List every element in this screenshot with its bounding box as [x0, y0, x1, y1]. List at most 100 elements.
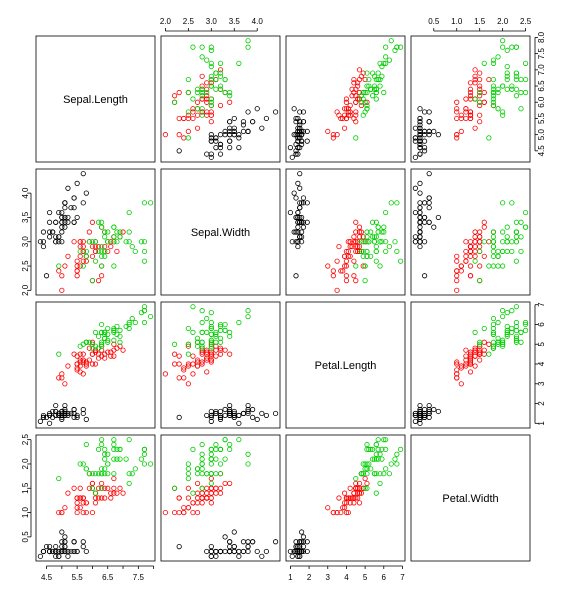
- data-point: [417, 234, 423, 240]
- data-point: [208, 351, 214, 357]
- data-point: [472, 125, 478, 131]
- data-point: [353, 135, 359, 141]
- data-point: [99, 471, 105, 477]
- data-point: [300, 544, 307, 550]
- data-point: [500, 112, 506, 118]
- data-point: [62, 263, 68, 269]
- data-point: [89, 480, 96, 487]
- data-point: [349, 495, 355, 501]
- data-point: [351, 495, 357, 501]
- panel-sepal-length-vs-petal-length: [285, 35, 406, 163]
- data-point: [62, 402, 68, 409]
- data-point: [379, 73, 385, 79]
- data-point: [500, 337, 506, 343]
- data-point: [287, 145, 294, 151]
- data-point: [171, 485, 178, 491]
- data-point: [347, 500, 353, 506]
- tick-label: 2.5: [21, 260, 30, 272]
- data-point: [217, 132, 224, 138]
- data-point: [217, 151, 224, 157]
- tick-label: 2.0: [497, 17, 509, 26]
- data-point: [522, 224, 529, 230]
- data-point: [194, 500, 201, 506]
- data-point: [383, 54, 389, 60]
- data-point: [392, 239, 398, 245]
- data-point: [59, 209, 65, 216]
- data-point: [394, 451, 400, 457]
- data-point: [132, 319, 138, 326]
- data-point: [435, 408, 441, 415]
- data-point: [417, 406, 423, 413]
- data-point: [56, 548, 62, 555]
- data-point: [477, 83, 483, 89]
- data-point: [43, 273, 50, 279]
- data-point: [495, 106, 501, 112]
- data-point: [59, 412, 65, 419]
- data-point: [231, 408, 237, 415]
- data-point: [454, 273, 460, 279]
- data-point: [299, 200, 305, 206]
- data-point: [490, 263, 497, 269]
- data-point: [504, 309, 510, 316]
- data-point: [373, 96, 379, 102]
- data-point: [490, 331, 497, 337]
- data-point: [353, 475, 359, 482]
- data-point: [227, 89, 233, 96]
- data-point: [377, 471, 383, 477]
- data-point: [199, 109, 205, 115]
- data-point: [477, 119, 483, 125]
- data-point: [176, 115, 182, 122]
- data-point: [421, 273, 428, 279]
- data-point: [343, 509, 350, 516]
- data-point: [412, 185, 419, 191]
- data-point: [300, 548, 307, 555]
- data-point: [92, 258, 99, 264]
- data-point: [176, 375, 182, 381]
- data-point: [208, 353, 214, 359]
- data-point: [194, 471, 201, 477]
- data-point: [95, 219, 102, 225]
- data-point: [297, 200, 303, 206]
- data-point: [190, 115, 196, 122]
- data-point: [245, 539, 251, 545]
- data-point: [231, 125, 237, 131]
- data-point: [388, 461, 394, 467]
- data-point: [171, 361, 178, 367]
- data-point: [291, 190, 297, 196]
- data-point: [199, 500, 205, 506]
- data-point: [490, 234, 497, 240]
- data-point: [463, 96, 469, 102]
- data-point: [417, 209, 423, 216]
- data-point: [56, 509, 62, 516]
- data-point: [254, 416, 260, 422]
- data-point: [381, 60, 387, 66]
- data-point: [250, 539, 256, 545]
- data-point: [293, 132, 299, 138]
- data-point: [99, 321, 105, 328]
- data-point: [181, 365, 187, 371]
- data-point: [513, 70, 520, 76]
- data-point: [194, 357, 201, 363]
- data-point: [217, 141, 224, 147]
- data-point: [397, 44, 404, 50]
- data-point: [194, 480, 201, 487]
- data-point: [102, 451, 108, 457]
- data-point: [259, 410, 265, 417]
- data-point: [513, 86, 520, 92]
- data-point: [486, 341, 492, 347]
- data-point: [417, 410, 423, 417]
- data-point: [263, 115, 270, 122]
- panel-frame: [285, 35, 406, 163]
- data-point: [185, 341, 191, 347]
- data-point: [454, 109, 460, 115]
- data-point: [373, 234, 379, 240]
- data-point: [299, 239, 305, 245]
- data-point: [222, 321, 228, 328]
- data-point: [227, 548, 233, 555]
- data-point: [250, 119, 256, 125]
- data-point: [141, 258, 148, 264]
- data-point: [518, 76, 524, 83]
- panel-frame: [285, 301, 406, 429]
- data-point: [353, 239, 359, 245]
- tick-label: 7: [537, 302, 546, 307]
